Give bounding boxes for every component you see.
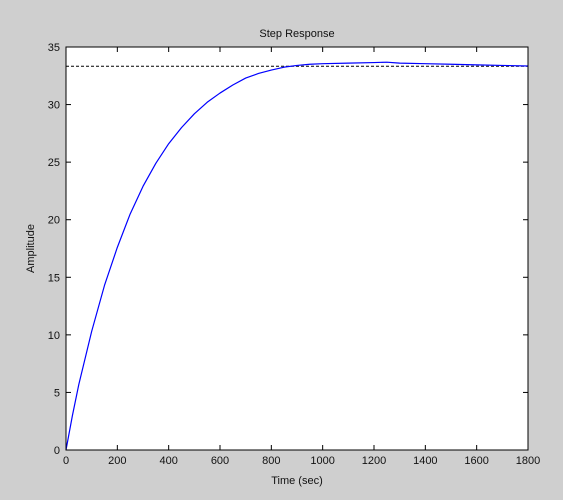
y-tick-label: 15 bbox=[48, 272, 60, 284]
x-tick-label: 200 bbox=[108, 455, 126, 467]
y-axis-label: Amplitude bbox=[25, 224, 37, 273]
x-tick-label: 0 bbox=[63, 455, 69, 467]
y-tick-label: 5 bbox=[54, 387, 60, 399]
x-tick-label: 1800 bbox=[516, 455, 540, 467]
y-tick-label: 25 bbox=[48, 157, 60, 169]
x-tick-label: 1600 bbox=[464, 455, 488, 467]
y-tick-label: 20 bbox=[48, 215, 60, 227]
response-line bbox=[65, 61, 529, 451]
tick-labels: 0 200 400 600 800 1000 1200 1400 1600 1800 0 5 10 15 2… bbox=[48, 42, 540, 467]
y-tick-label: 0 bbox=[54, 445, 60, 457]
x-tick-label: 1200 bbox=[362, 455, 386, 467]
axes-background bbox=[66, 47, 528, 450]
chart-title: Step Response bbox=[259, 28, 334, 40]
y-tick-label: 35 bbox=[48, 42, 60, 54]
x-tick-label: 800 bbox=[262, 455, 280, 467]
x-tick-label: 400 bbox=[159, 455, 177, 467]
x-axis-label: Time (sec) bbox=[271, 475, 323, 487]
axes-frame bbox=[65, 46, 529, 451]
x-tick-label: 1000 bbox=[310, 455, 334, 467]
x-tick-label: 600 bbox=[211, 455, 229, 467]
y-tick-label: 10 bbox=[48, 330, 60, 342]
tick-marks bbox=[65, 46, 529, 451]
x-tick-label: 1400 bbox=[413, 455, 437, 467]
y-tick-label: 30 bbox=[48, 100, 60, 112]
